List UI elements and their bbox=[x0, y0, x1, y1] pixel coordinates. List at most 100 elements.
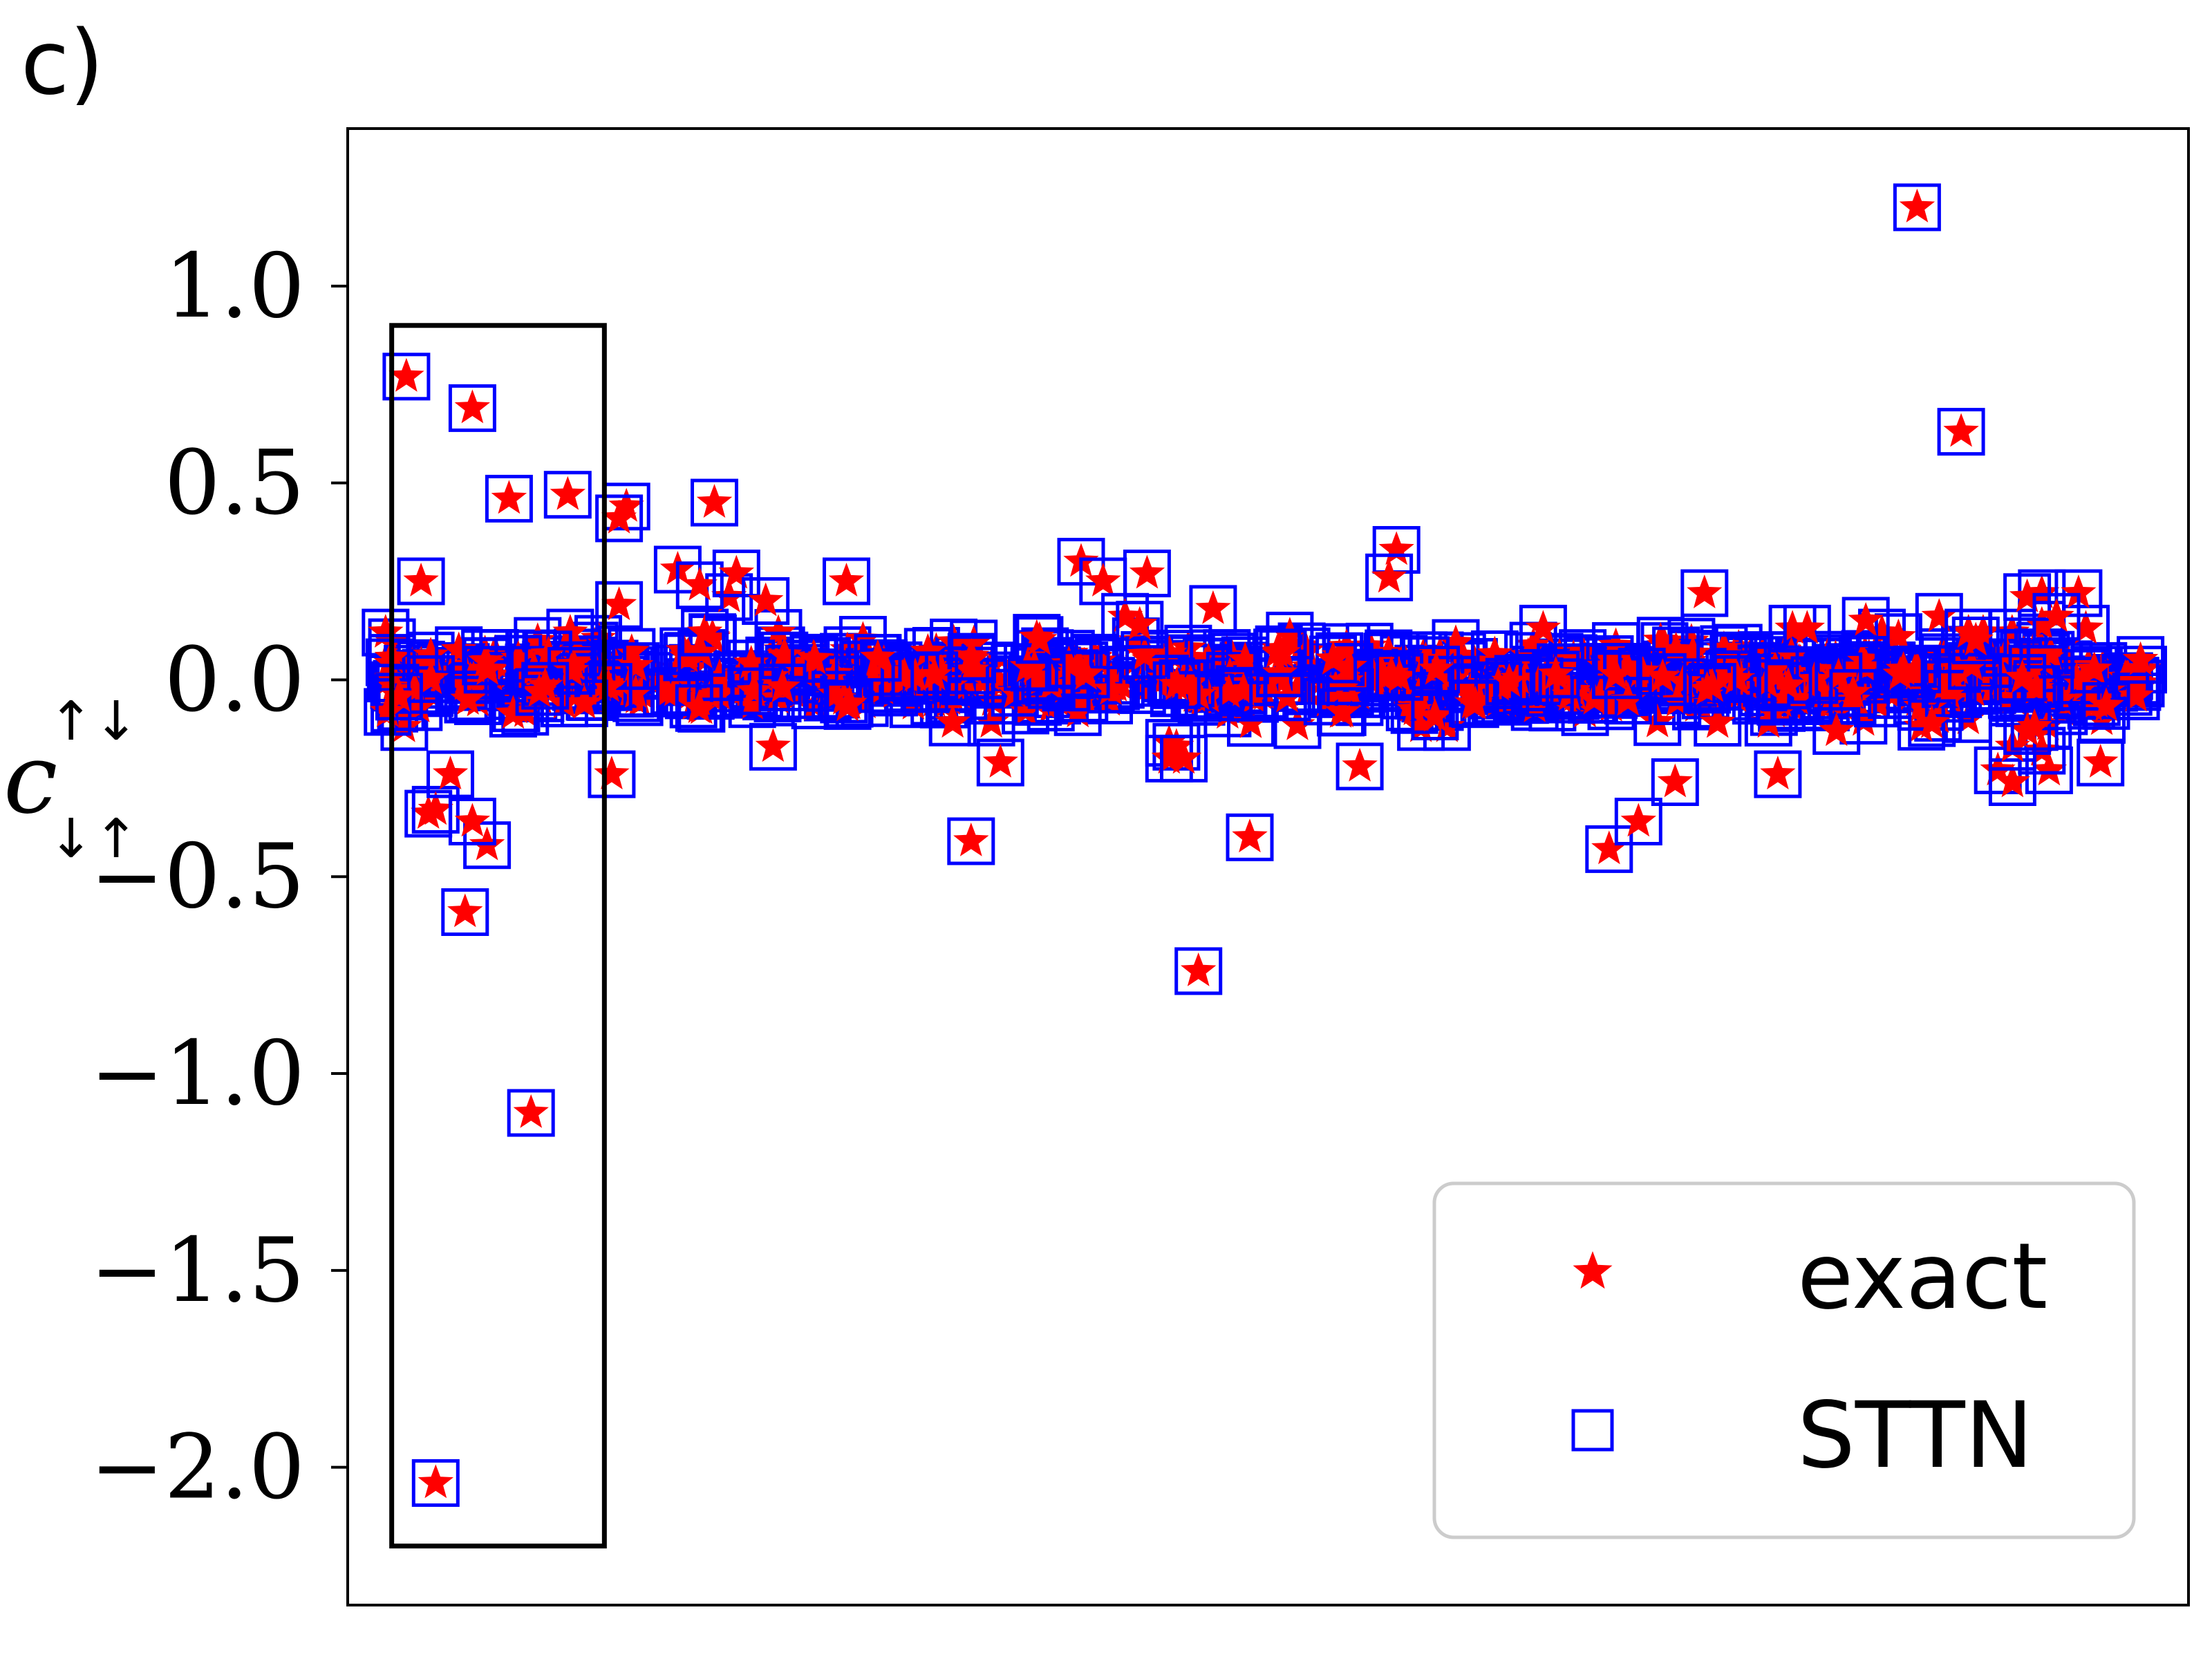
bulk-point-exact-star-icon bbox=[1694, 668, 1730, 702]
bulk-point-sttn-square-icon bbox=[1376, 653, 1424, 701]
y-axis-label-main: c bbox=[3, 723, 57, 836]
bulk-point-exact-star-icon bbox=[1091, 682, 1127, 716]
outlier-point-exact-star-icon bbox=[1107, 598, 1143, 632]
bulk-point-exact-star-icon bbox=[1127, 636, 1163, 671]
bulk-point-exact-star-icon bbox=[845, 621, 881, 655]
outlier-point-exact-star-icon bbox=[1958, 621, 1994, 656]
legend-exact-star-icon bbox=[1573, 1251, 1613, 1289]
outlier-point-exact-star-icon bbox=[1819, 712, 1855, 747]
y-axis-ticks: 1.0 0.5 0.0 −0.5 −1.0 −1.5 −2.0 bbox=[90, 235, 348, 1519]
bulk-point-sttn-square-icon bbox=[675, 684, 723, 732]
bulk-point-exact-star-icon bbox=[956, 624, 992, 659]
bulk-point-exact-star-icon bbox=[657, 672, 693, 706]
outlier-point-exact-star-icon bbox=[418, 791, 453, 825]
outlier-point-exact-star-icon bbox=[2024, 606, 2060, 640]
bulk-point-exact-star-icon bbox=[1227, 641, 1263, 676]
outlier-point-sttn-square-icon bbox=[976, 738, 1024, 787]
bulk-point-sttn-square-icon bbox=[1998, 654, 2047, 702]
bulk-point-exact-star-icon bbox=[973, 704, 1009, 738]
bulk-point-exact-star-icon bbox=[441, 631, 477, 666]
bulk-point-exact-star-icon bbox=[854, 660, 890, 695]
plot-frame bbox=[346, 127, 2190, 1606]
bulk-point-exact-star-icon bbox=[1700, 704, 1736, 738]
outlier-point-exact-star-icon bbox=[1965, 614, 2001, 648]
bulk-point-sttn-square-icon bbox=[435, 626, 483, 675]
bulk-point-exact-star-icon bbox=[1022, 621, 1058, 655]
outlier-point-exact-star-icon bbox=[2009, 578, 2045, 612]
plot-area bbox=[362, 183, 2167, 1507]
bulk-point-exact-star-icon bbox=[1880, 618, 1916, 653]
outlier-point-sttn-square-icon bbox=[441, 888, 489, 936]
bulk-point-sttn-square-icon bbox=[1411, 693, 1459, 740]
bulk-point-sttn-square-icon bbox=[825, 679, 874, 728]
outlier-point-exact-star-icon bbox=[1657, 763, 1693, 798]
bulk-point-exact-star-icon bbox=[1939, 650, 1976, 684]
bulk-point-exact-star-icon bbox=[1592, 640, 1628, 675]
outlier-point-exact-star-icon bbox=[601, 499, 637, 534]
bulk-point-sttn-square-icon bbox=[1259, 629, 1307, 677]
bulk-point-sttn-square-icon bbox=[651, 667, 700, 715]
bulk-point-exact-star-icon bbox=[1491, 663, 1527, 697]
outlier-point-sttn-square-icon bbox=[595, 581, 644, 629]
legend-sttn-square-icon bbox=[1571, 1409, 1614, 1452]
outlier-point-exact-star-icon bbox=[1591, 830, 1627, 865]
bulk-point-exact-star-icon bbox=[659, 650, 695, 684]
outlier-point-exact-star-icon bbox=[454, 389, 490, 424]
bulk-point-sttn-square-icon bbox=[1880, 646, 1928, 694]
outlier-point-exact-star-icon bbox=[1165, 740, 1202, 774]
bulk-point-exact-star-icon bbox=[1532, 674, 1568, 709]
outlier-point-sttn-square-icon bbox=[2010, 703, 2059, 751]
bulk-point-sttn-square-icon bbox=[584, 663, 632, 711]
bulk-point-exact-star-icon bbox=[590, 668, 626, 702]
bulk-point-exact-star-icon bbox=[1280, 706, 1315, 740]
outlier-point-exact-star-icon bbox=[828, 563, 865, 597]
outlier-point-sttn-square-icon bbox=[382, 353, 431, 401]
bulk-point-exact-star-icon bbox=[1757, 650, 1793, 685]
outlier-point-exact-star-icon bbox=[513, 1094, 549, 1128]
bulk-point-exact-star-icon bbox=[1382, 658, 1418, 693]
bulk-point-sttn-square-icon bbox=[758, 664, 807, 711]
bulk-point-exact-star-icon bbox=[1051, 646, 1087, 679]
bulk-point-exact-star-icon bbox=[566, 684, 603, 719]
outlier-point-exact-star-icon bbox=[2083, 744, 2119, 778]
outlier-point-exact-star-icon bbox=[491, 480, 527, 514]
bulk-point-exact-star-icon bbox=[2018, 670, 2054, 704]
outlier-point-sttn-square-icon bbox=[1189, 585, 1237, 633]
bulk-point-exact-star-icon bbox=[469, 650, 505, 685]
bulk-point-exact-star-icon bbox=[917, 656, 953, 691]
bulk-point-exact-star-icon bbox=[516, 650, 552, 685]
outlier-point-exact-star-icon bbox=[1687, 574, 1723, 608]
bulk-point-exact-star-icon bbox=[1658, 631, 1694, 666]
bulk-point-exact-star-icon bbox=[1583, 675, 1619, 709]
bulk-point-exact-star-icon bbox=[546, 684, 583, 719]
bulk-point-exact-star-icon bbox=[1170, 630, 1206, 664]
outlier-point-sttn-square-icon bbox=[1908, 699, 1956, 747]
bulk-point-exact-star-icon bbox=[2005, 659, 2041, 693]
y-tick-label: −2.0 bbox=[90, 1416, 305, 1519]
bulk-point-sttn-square-icon bbox=[1004, 643, 1051, 691]
outlier-point-sttn-square-icon bbox=[1160, 734, 1208, 782]
bulk-point-exact-star-icon bbox=[2117, 662, 2153, 696]
outlier-point-sttn-square-icon bbox=[1116, 601, 1164, 649]
outlier-point-sttn-square-icon bbox=[1614, 798, 1662, 845]
bulk-point-sttn-square-icon bbox=[1015, 616, 1064, 664]
outlier-point-sttn-square-icon bbox=[712, 550, 760, 598]
outlier-point-exact-star-icon bbox=[1129, 554, 1165, 589]
outlier-point-exact-star-icon bbox=[2061, 574, 2097, 608]
bulk-point-sttn-square-icon bbox=[854, 634, 902, 682]
outlier-point-sttn-square-icon bbox=[1174, 947, 1223, 995]
outlier-point-sttn-square-icon bbox=[2032, 592, 2081, 641]
bulk-point-exact-star-icon bbox=[520, 622, 556, 657]
bulk-point-sttn-square-icon bbox=[463, 646, 512, 694]
bulk-point-exact-star-icon bbox=[618, 647, 654, 682]
bulk-point-exact-star-icon bbox=[1927, 665, 1964, 700]
bulk-point-exact-star-icon bbox=[935, 704, 971, 738]
bulk-point-exact-star-icon bbox=[2118, 677, 2154, 712]
outlier-point-sttn-square-icon bbox=[1893, 183, 1941, 232]
bulk-point-exact-star-icon bbox=[1555, 639, 1591, 673]
outlier-point-sttn-square-icon bbox=[1585, 825, 1633, 873]
outlier-point-sttn-square-icon bbox=[1123, 550, 1171, 598]
outlier-point-exact-star-icon bbox=[1195, 590, 1231, 624]
outlier-point-sttn-square-icon bbox=[1988, 758, 2036, 806]
outlier-point-sttn-square-icon bbox=[448, 798, 496, 845]
